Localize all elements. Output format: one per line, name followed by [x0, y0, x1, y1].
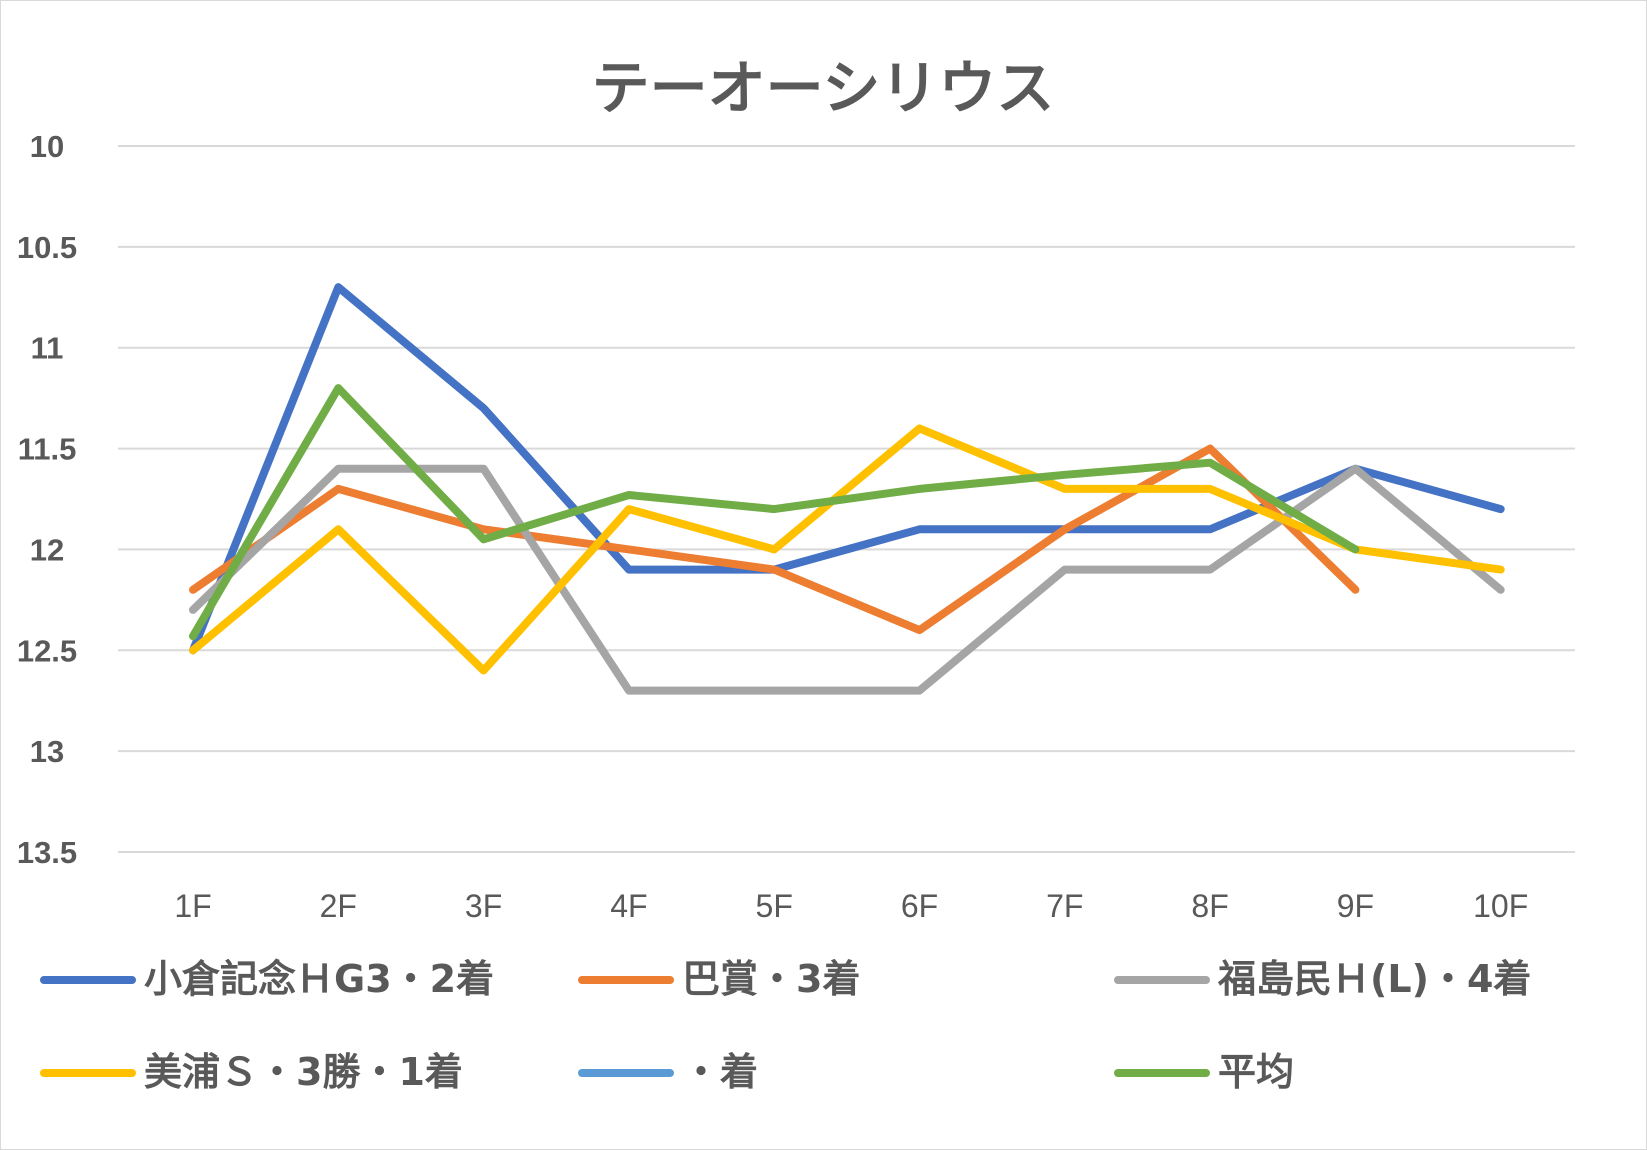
- x-tick-label: 2F: [320, 888, 357, 924]
- series-line: [189, 424, 1505, 675]
- legend-label: ・着: [682, 1050, 758, 1094]
- y-tick-label: 11: [31, 331, 64, 366]
- series-line: [189, 283, 1505, 655]
- x-tick-label: 9F: [1337, 888, 1374, 924]
- plot-area: [189, 283, 1505, 695]
- y-tick-label: 12.5: [17, 633, 77, 668]
- legend-label: 美浦Ｓ・3勝・1着: [144, 1050, 463, 1094]
- legend-label: 平均: [1218, 1050, 1294, 1094]
- y-tick-label: 11.5: [18, 432, 77, 467]
- x-tick-label: 7F: [1046, 888, 1083, 924]
- legend-label: 小倉記念ＨG3・2着: [144, 957, 494, 1001]
- y-axis: 10 10.5 11 11.5 12 12.5 13 13.5: [17, 129, 77, 870]
- y-tick-label: 13: [30, 734, 64, 769]
- x-tick-label: 5F: [756, 888, 793, 924]
- legend-label: 福島民Ｈ(L)・4着: [1217, 957, 1531, 1001]
- x-axis: 1F 2F 3F 4F 5F 6F 7F 8F 9F 10F: [174, 888, 1528, 924]
- legend-label: 巴賞・3着: [682, 957, 860, 1001]
- series-line: [189, 444, 1360, 635]
- y-tick-label: 10.5: [17, 230, 77, 265]
- x-tick-label: 8F: [1191, 888, 1228, 924]
- y-tick-label: 12: [30, 532, 64, 567]
- x-tick-label: 10F: [1473, 888, 1528, 924]
- x-tick-label: 6F: [901, 888, 938, 924]
- x-tick-label: 3F: [465, 888, 502, 924]
- y-tick-label: 13.5: [17, 835, 77, 870]
- y-tick-label: 10: [30, 129, 64, 164]
- series-line: [189, 384, 1360, 641]
- x-tick-label: 4F: [610, 888, 647, 924]
- x-tick-label: 1F: [174, 888, 211, 924]
- chart-title: テーオーシリウス: [592, 54, 1055, 122]
